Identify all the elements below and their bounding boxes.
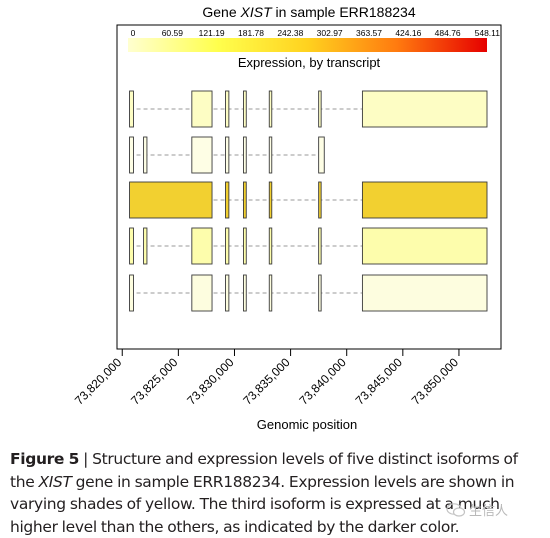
exon — [318, 274, 322, 312]
exon — [129, 136, 134, 174]
exon — [243, 136, 247, 174]
exon — [143, 227, 148, 265]
exon — [143, 136, 148, 174]
gene-expression-chart: Gene XIST in sample ERR188234 0 60.59 121.… — [72, 4, 502, 432]
x-tick-label: 73,830,000 — [184, 355, 237, 408]
legend-tick-label: 242.38 — [277, 28, 303, 38]
legend-tick-label: 302.97 — [317, 28, 343, 38]
exon — [268, 136, 273, 174]
watermark-text: 生信人 — [469, 504, 509, 519]
x-tick-label: 73,845,000 — [353, 355, 406, 408]
legend-tick-label: 363.57 — [356, 28, 382, 38]
x-axis-label: Genomic position — [257, 417, 357, 432]
exon — [243, 181, 247, 219]
exon — [318, 90, 322, 128]
transcript-3 — [129, 181, 488, 219]
legend-tick-label: 548.11 — [475, 28, 501, 38]
exon — [129, 227, 134, 265]
x-tick-label: 73,850,000 — [409, 355, 462, 408]
exon — [268, 274, 273, 312]
caption-gene: XIST — [38, 472, 72, 491]
legend-tick-label: 60.59 — [162, 28, 184, 38]
legend-tick-label: 424.16 — [395, 28, 421, 38]
exon — [225, 136, 230, 174]
exon — [129, 274, 134, 312]
exon — [243, 274, 247, 312]
exon — [268, 227, 273, 265]
exon — [361, 181, 488, 219]
legend-title: Expression, by transcript — [238, 55, 381, 70]
transcripts — [129, 90, 488, 312]
legend-tick-label: 0 — [131, 28, 136, 38]
exon — [361, 227, 488, 265]
legend-tick-labels: 0 60.59 121.19 181.78 242.38 302.97 363.57 424.… — [131, 28, 501, 38]
transcript-5 — [129, 274, 488, 312]
watermark: 生信人 — [446, 500, 508, 519]
legend-tick-label: 121.19 — [199, 28, 225, 38]
exon — [318, 181, 322, 219]
exon — [361, 274, 488, 312]
exon — [268, 181, 273, 219]
exon — [191, 274, 213, 312]
legend-tick-label: 484.76 — [435, 28, 461, 38]
caption-text-2: gene in sample ERR188234. Expression lev… — [10, 472, 515, 536]
exon — [225, 274, 230, 312]
wechat-icon — [446, 503, 466, 517]
x-axis: 73,820,000 73,825,000 73,830,000 73,835,000… — [72, 348, 462, 408]
exon — [225, 90, 230, 128]
caption-separator: | — [79, 450, 93, 468]
exon — [268, 90, 273, 128]
legend-tick-label: 181.78 — [238, 28, 264, 38]
transcript-2 — [129, 136, 325, 174]
exon — [129, 90, 134, 128]
x-tick-label: 73,820,000 — [72, 355, 125, 408]
x-tick-label: 73,835,000 — [240, 355, 293, 408]
exon — [225, 227, 230, 265]
chart-title: Gene XIST in sample ERR188234 — [202, 4, 415, 20]
exon — [225, 181, 230, 219]
exon — [191, 90, 213, 128]
exon — [318, 227, 322, 265]
legend-color-bar — [128, 38, 487, 52]
x-tick-label: 73,825,000 — [128, 355, 181, 408]
exon — [361, 90, 488, 128]
exon — [243, 90, 247, 128]
caption-text-1: Structure and expression levels of five … — [10, 450, 518, 491]
caption-label: Figure 5 — [10, 450, 80, 468]
exon — [318, 136, 325, 174]
figure-caption: Figure 5 | Structure and expression leve… — [10, 448, 544, 538]
exon — [129, 181, 213, 219]
transcript-1 — [129, 90, 488, 128]
exon — [243, 227, 247, 265]
exon — [191, 227, 213, 265]
exon — [191, 136, 213, 174]
x-tick-label: 73,840,000 — [296, 355, 349, 408]
transcript-4 — [129, 227, 488, 265]
